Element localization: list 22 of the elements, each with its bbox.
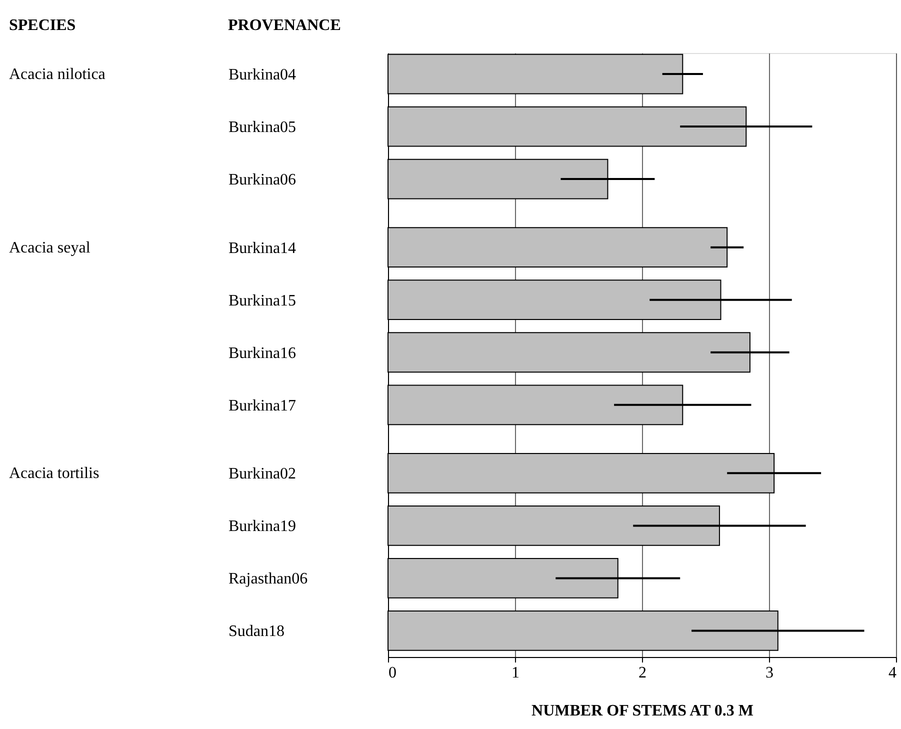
y-axis-title: PROVENANCE [228, 17, 341, 34]
x-tick-label: 1 [512, 664, 520, 682]
x-tick-label: 4 [888, 664, 896, 682]
text: Acacia seyal [9, 239, 91, 256]
y-tick-label: Burkina02 [228, 466, 296, 483]
y-tick-label: Burkina05 [228, 119, 296, 136]
x-tick-label: 3 [766, 664, 774, 682]
y-tick-label: Sudan18 [228, 623, 284, 640]
y-tick-label: Burkina15 [228, 292, 296, 310]
y-tick-label: Rajasthan06 [228, 570, 308, 588]
y-tick-label: Burkina06 [228, 172, 296, 189]
text: Acacia tortilis [9, 465, 100, 482]
y-tick-label: Burkina17 [228, 397, 296, 414]
y-tick-label: Burkina16 [228, 344, 296, 362]
text: Acacia nilotica [9, 66, 106, 84]
y-tick-label: Burkina04 [228, 66, 296, 84]
x-tick-label: 0 [388, 664, 396, 682]
y-tick-label: Burkina19 [228, 518, 296, 536]
y-tick-label: Burkina14 [228, 240, 296, 257]
x-axis-title: NUMBER OF STEMS AT 0.3 M [532, 702, 754, 720]
x-tick-label: 2 [638, 664, 646, 682]
text: SPECIES [9, 17, 76, 34]
